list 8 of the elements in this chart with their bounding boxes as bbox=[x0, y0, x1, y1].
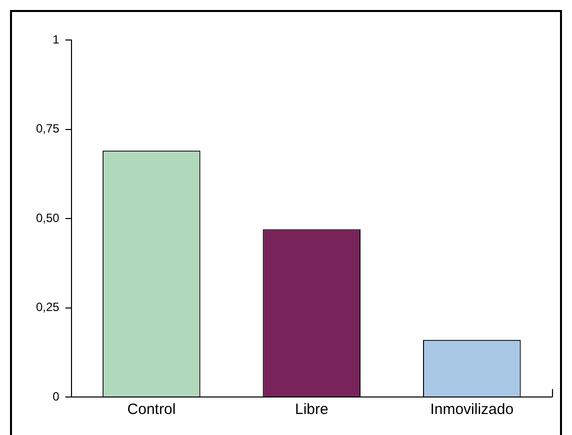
x-tick-label: Libre bbox=[295, 401, 328, 418]
y-tick-label: 0,25 bbox=[36, 300, 60, 314]
x-tick-label: Inmovilizado bbox=[430, 401, 514, 418]
y-tick-label: 0 bbox=[52, 389, 60, 404]
y-tick-label: 0,75 bbox=[36, 122, 60, 136]
x-tick-label: Control bbox=[127, 401, 176, 418]
y-tick-label: 0,50 bbox=[36, 210, 60, 225]
y-tick-label: 1 bbox=[52, 32, 60, 46]
